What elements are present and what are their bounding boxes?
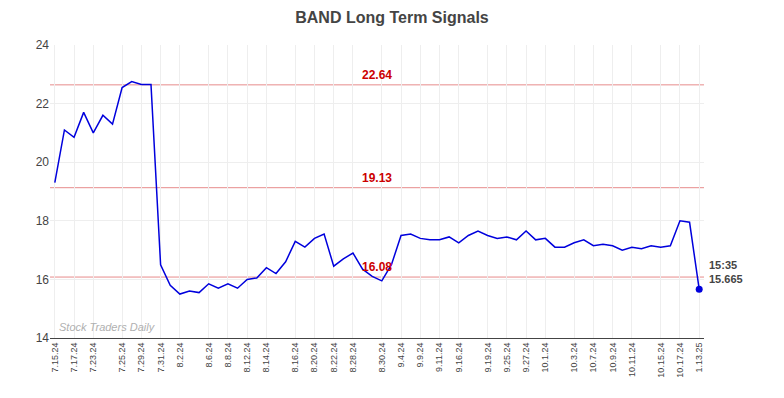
svg-text:9.25.24: 9.25.24 — [502, 343, 512, 373]
svg-text:7.23.24: 7.23.24 — [88, 343, 98, 373]
svg-text:20: 20 — [36, 155, 50, 169]
svg-text:9.27.24: 9.27.24 — [521, 343, 531, 373]
svg-text:8.8.24: 8.8.24 — [223, 343, 233, 368]
svg-text:8.12.24: 8.12.24 — [242, 343, 252, 373]
svg-text:7.15.24: 7.15.24 — [50, 343, 60, 373]
svg-text:15.665: 15.665 — [709, 273, 743, 285]
svg-text:8.22.24: 8.22.24 — [329, 343, 339, 373]
svg-text:BAND Long Term Signals: BAND Long Term Signals — [295, 9, 489, 26]
svg-text:8.6.24: 8.6.24 — [204, 343, 214, 368]
svg-text:Stock Traders Daily: Stock Traders Daily — [59, 321, 156, 333]
svg-text:7.17.24: 7.17.24 — [69, 343, 79, 373]
svg-text:8.20.24: 8.20.24 — [309, 343, 319, 373]
svg-text:22: 22 — [36, 97, 50, 111]
svg-text:8.16.24: 8.16.24 — [290, 343, 300, 373]
svg-text:7.29.24: 7.29.24 — [136, 343, 146, 373]
svg-text:10.3.24: 10.3.24 — [569, 343, 579, 373]
svg-text:16: 16 — [36, 273, 50, 287]
svg-text:19.13: 19.13 — [362, 171, 392, 185]
svg-text:10.1.24: 10.1.24 — [540, 343, 550, 373]
svg-text:10.15.24: 10.15.24 — [656, 343, 666, 378]
svg-text:1.13.25: 1.13.25 — [694, 343, 704, 373]
svg-text:9.19.24: 9.19.24 — [483, 343, 493, 373]
svg-text:7.31.24: 7.31.24 — [156, 343, 166, 373]
svg-text:8.28.24: 8.28.24 — [348, 343, 358, 373]
svg-text:14: 14 — [36, 331, 50, 345]
svg-text:18: 18 — [36, 214, 50, 228]
svg-text:9.16.24: 9.16.24 — [454, 343, 464, 373]
svg-text:9.4.24: 9.4.24 — [396, 343, 406, 368]
svg-text:16.08: 16.08 — [362, 260, 392, 274]
svg-text:15:35: 15:35 — [709, 259, 737, 271]
svg-text:22.64: 22.64 — [362, 68, 392, 82]
svg-text:8.14.24: 8.14.24 — [261, 343, 271, 373]
svg-text:10.11.24: 10.11.24 — [627, 343, 637, 377]
svg-text:8.2.24: 8.2.24 — [175, 343, 185, 368]
svg-text:8.30.24: 8.30.24 — [377, 343, 387, 373]
svg-text:10.7.24: 10.7.24 — [588, 343, 598, 373]
svg-text:10.17.24: 10.17.24 — [675, 343, 685, 378]
svg-text:24: 24 — [36, 38, 50, 52]
svg-text:10.9.24: 10.9.24 — [608, 343, 618, 373]
svg-text:9.11.24: 9.11.24 — [434, 343, 444, 372]
svg-text:9.9.24: 9.9.24 — [415, 343, 425, 368]
svg-text:7.25.24: 7.25.24 — [117, 343, 127, 373]
